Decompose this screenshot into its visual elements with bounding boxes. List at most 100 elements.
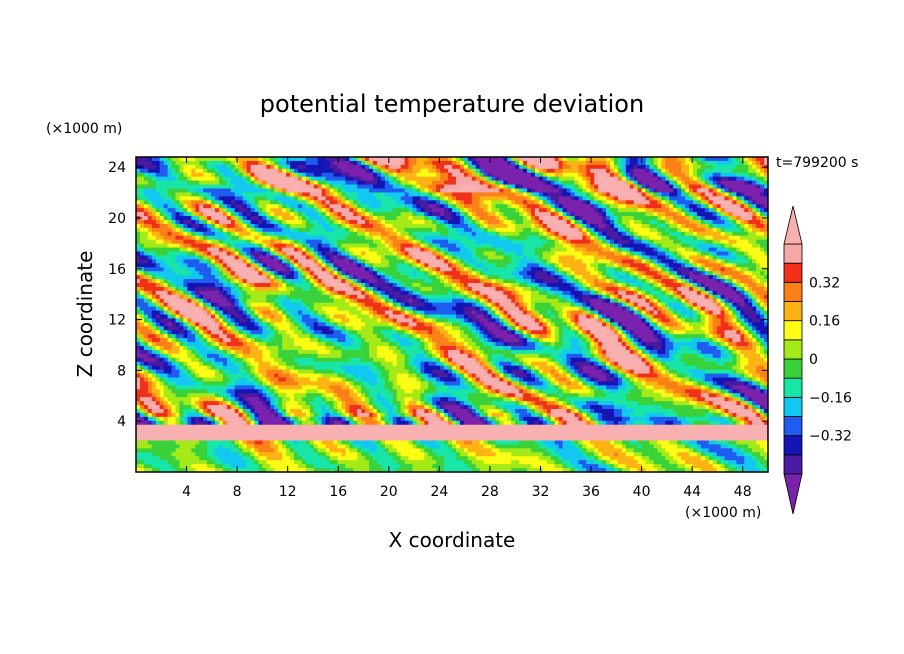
contour-cell: [172, 169, 177, 174]
contour-cell: [203, 244, 208, 249]
contour-cell: [413, 200, 418, 205]
contour-cell: [677, 173, 682, 178]
contour-cell: [527, 236, 532, 241]
contour-cell: [310, 173, 315, 178]
contour-cell: [492, 173, 497, 178]
contour-cell: [247, 275, 252, 280]
contour-cell: [298, 248, 303, 253]
contour-cell: [140, 279, 145, 284]
contour-cell: [255, 252, 260, 257]
contour-cell: [357, 255, 362, 260]
contour-cell: [689, 275, 694, 280]
contour-cell: [582, 181, 587, 186]
contour-cell: [484, 236, 489, 241]
contour-cell: [294, 181, 299, 186]
contour-cell: [495, 196, 500, 201]
contour-cell: [725, 232, 730, 237]
contour-cell: [468, 244, 473, 249]
contour-cell: [614, 189, 619, 194]
contour-cell: [484, 216, 489, 221]
contour-cell: [334, 275, 339, 280]
contour-cell: [183, 177, 188, 182]
contour-cell: [290, 161, 295, 166]
contour-cell: [270, 196, 275, 201]
contour-cell: [172, 189, 177, 194]
contour-cell: [567, 220, 572, 225]
contour-cell: [574, 181, 579, 186]
contour-cell: [650, 220, 655, 225]
contour-cell: [602, 259, 607, 264]
contour-cell: [677, 267, 682, 272]
contour-cell: [689, 263, 694, 268]
contour-cell: [235, 169, 240, 174]
contour-cell: [499, 189, 504, 194]
contour-cell: [187, 185, 192, 190]
contour-cell: [215, 244, 220, 249]
contour-cell: [357, 248, 362, 253]
contour-cell: [389, 232, 394, 237]
contour-cell: [266, 196, 271, 201]
contour-cell: [709, 185, 714, 190]
contour-cell: [669, 208, 674, 213]
contour-cell: [527, 208, 532, 213]
contour-cell: [444, 220, 449, 225]
contour-cell: [618, 263, 623, 268]
contour-cell: [515, 192, 520, 197]
contour-cell: [140, 169, 145, 174]
contour-cell: [642, 263, 647, 268]
contour-cell: [393, 255, 398, 260]
contour-cell: [492, 161, 497, 166]
contour-cell: [681, 267, 686, 272]
contour-cell: [503, 181, 508, 186]
contour-cell: [634, 185, 639, 190]
contour-cell: [464, 271, 469, 276]
contour-cell: [310, 185, 315, 190]
contour-cell: [650, 271, 655, 276]
contour-cell: [697, 192, 702, 197]
contour-cell: [630, 259, 635, 264]
contour-cell: [729, 224, 734, 229]
contour-cell: [495, 236, 500, 241]
contour-cell: [721, 228, 726, 233]
contour-cell: [349, 267, 354, 272]
contour-cell: [614, 275, 619, 280]
contour-cell: [531, 259, 536, 264]
contour-cell: [527, 259, 532, 264]
contour-cell: [492, 271, 497, 276]
contour-cell: [282, 161, 287, 166]
contour-cell: [365, 192, 370, 197]
contour-cell: [286, 196, 291, 201]
contour-cell: [661, 165, 666, 170]
contour-cell: [357, 200, 362, 205]
contour-cell: [397, 259, 402, 264]
contour-cell: [381, 259, 386, 264]
contour-cell: [243, 275, 248, 280]
contour-cell: [756, 236, 761, 241]
contour-cell: [187, 279, 192, 284]
contour-cell: [223, 279, 228, 284]
contour-cell: [547, 192, 552, 197]
contour-cell: [393, 252, 398, 257]
contour-cell: [357, 185, 362, 190]
contour-cell: [539, 161, 544, 166]
contour-cell: [247, 263, 252, 268]
contour-cell: [306, 169, 311, 174]
contour-cell: [416, 208, 421, 213]
contour-cell: [590, 204, 595, 209]
contour-cell: [274, 181, 279, 186]
contour-cell: [732, 224, 737, 229]
contour-cell: [571, 173, 576, 178]
contour-cell: [669, 200, 674, 205]
contour-cell: [397, 224, 402, 229]
contour-cell: [606, 177, 611, 182]
contour-cell: [148, 196, 153, 201]
contour-cell: [345, 248, 350, 253]
contour-cell: [172, 267, 177, 272]
contour-cell: [598, 271, 603, 276]
contour-cell: [713, 165, 718, 170]
contour-cell: [306, 212, 311, 217]
contour-cell: [630, 161, 635, 166]
contour-cell: [215, 248, 220, 253]
contour-cell: [219, 271, 224, 276]
contour-cell: [401, 216, 406, 221]
